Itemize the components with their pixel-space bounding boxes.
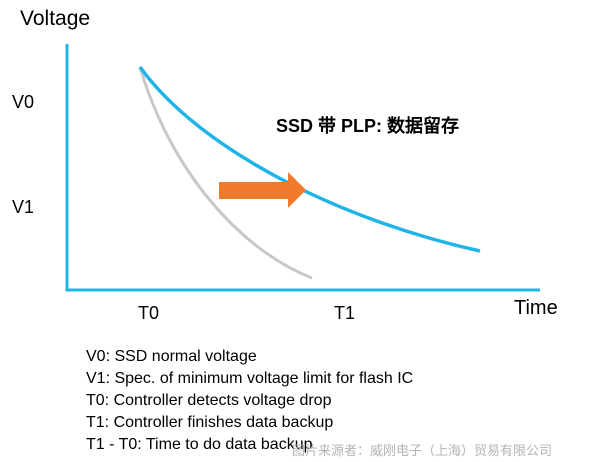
definition-t0: T0: Controller detects voltage drop — [86, 392, 332, 409]
y-tick-v0: V0 — [12, 92, 35, 112]
voltage-drop-diagram — [65, 44, 540, 292]
y-tick-v1: V1 — [12, 197, 35, 217]
x-tick-t1: T1 — [334, 303, 356, 323]
backup-time-arrow — [219, 172, 306, 208]
x-axis-title: Time — [514, 297, 558, 319]
definition-t1: T1: Controller finishes data backup — [86, 414, 334, 431]
plp-voltage-curve — [138, 65, 481, 253]
source-watermark: 图片来源者：威刚电子（上海）贸易有限公司 — [292, 443, 553, 458]
plp-annotation-title: SSD 带 PLP: 数据留存 — [276, 116, 460, 136]
definition-v1: V1: Spec. of minimum voltage limit for f… — [86, 370, 414, 387]
definition-backup-time: T1 - T0: Time to do data backup — [86, 436, 313, 453]
definition-v0: V0: SSD normal voltage — [86, 348, 257, 365]
no-plp-voltage-curve — [138, 66, 313, 280]
x-tick-t0: T0 — [138, 303, 160, 323]
definitions-list: V0: SSD normal voltage V1: Spec. of mini… — [86, 346, 413, 456]
y-axis-title: Voltage — [20, 7, 91, 30]
